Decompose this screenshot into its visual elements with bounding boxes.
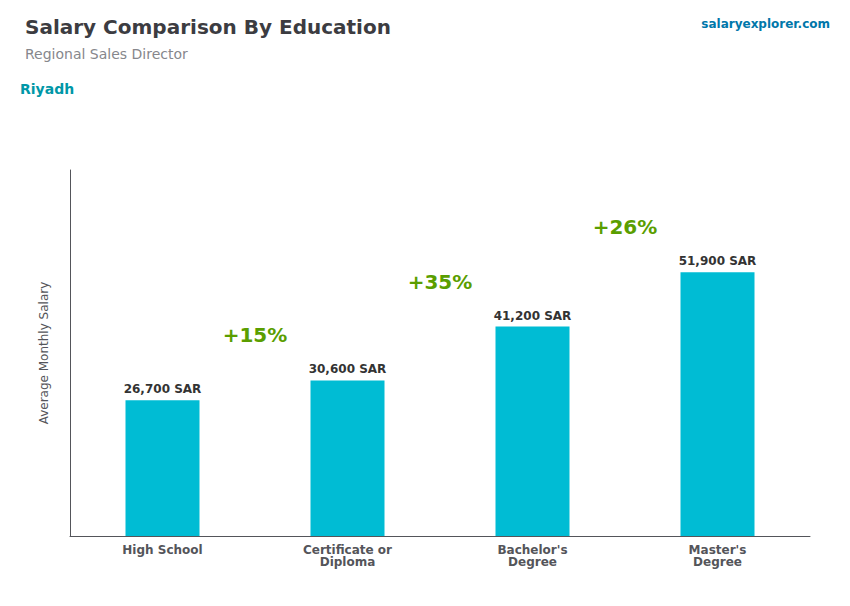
svg-text:Bachelor's: Bachelor's — [497, 543, 568, 557]
svg-text:+15%: +15% — [223, 323, 288, 347]
svg-text:41,200 SAR: 41,200 SAR — [494, 309, 572, 323]
svg-text:30,600 SAR: 30,600 SAR — [309, 362, 387, 376]
svg-text:Regional Sales Director: Regional Sales Director — [25, 46, 188, 62]
svg-text:Degree: Degree — [508, 555, 557, 569]
svg-text:+35%: +35% — [408, 270, 473, 294]
svg-text:26,700 SAR: 26,700 SAR — [124, 382, 202, 396]
svg-text:Certificate or: Certificate or — [303, 543, 392, 557]
svg-text:Diploma: Diploma — [320, 555, 376, 569]
svg-text:+26%: +26% — [593, 215, 658, 239]
svg-text:Master's: Master's — [688, 543, 747, 557]
svg-text:Average Monthly Salary: Average Monthly Salary — [37, 282, 51, 425]
svg-text:Riyadh: Riyadh — [20, 81, 74, 97]
svg-text:51,900 SAR: 51,900 SAR — [679, 254, 757, 268]
svg-text:Degree: Degree — [693, 555, 742, 569]
svg-text:High School: High School — [122, 543, 202, 557]
svg-text:salaryexplorer.com: salaryexplorer.com — [701, 17, 830, 31]
svg-text:Salary Comparison By Education: Salary Comparison By Education — [25, 15, 391, 39]
